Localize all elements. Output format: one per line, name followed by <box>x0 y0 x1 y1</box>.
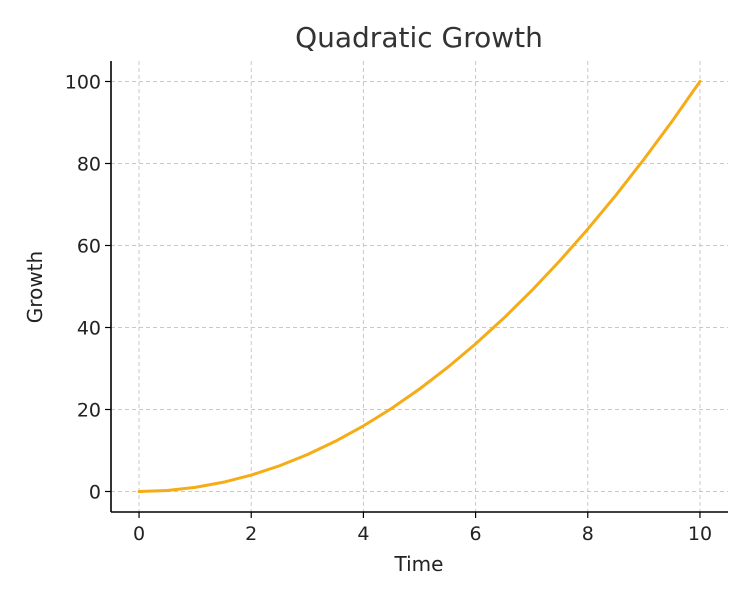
x-tick-label: 0 <box>133 523 145 545</box>
x-tick-label: 6 <box>470 523 482 545</box>
x-tick-label: 2 <box>245 523 257 545</box>
y-tick-label: 80 <box>77 154 101 176</box>
series-line <box>137 80 702 493</box>
x-axis-title: Time <box>394 552 444 576</box>
y-tick-label: 100 <box>65 72 101 94</box>
y-axis-title: Growth <box>23 251 47 323</box>
x-ticks: 0 2 4 6 8 10 <box>133 512 712 545</box>
y-ticks: 0 20 40 60 80 100 <box>65 72 111 504</box>
x-tick-label: 10 <box>688 523 712 545</box>
chart-title: Quadratic Growth <box>295 21 543 54</box>
x-tick-label: 4 <box>357 523 369 545</box>
grid <box>111 61 728 512</box>
y-tick-label: 60 <box>77 236 101 258</box>
x-tick-label: 8 <box>582 523 594 545</box>
y-tick-label: 0 <box>89 482 101 504</box>
y-tick-label: 40 <box>77 318 101 340</box>
axes <box>110 61 728 513</box>
y-tick-label: 20 <box>77 400 101 422</box>
series-layer <box>137 80 702 493</box>
